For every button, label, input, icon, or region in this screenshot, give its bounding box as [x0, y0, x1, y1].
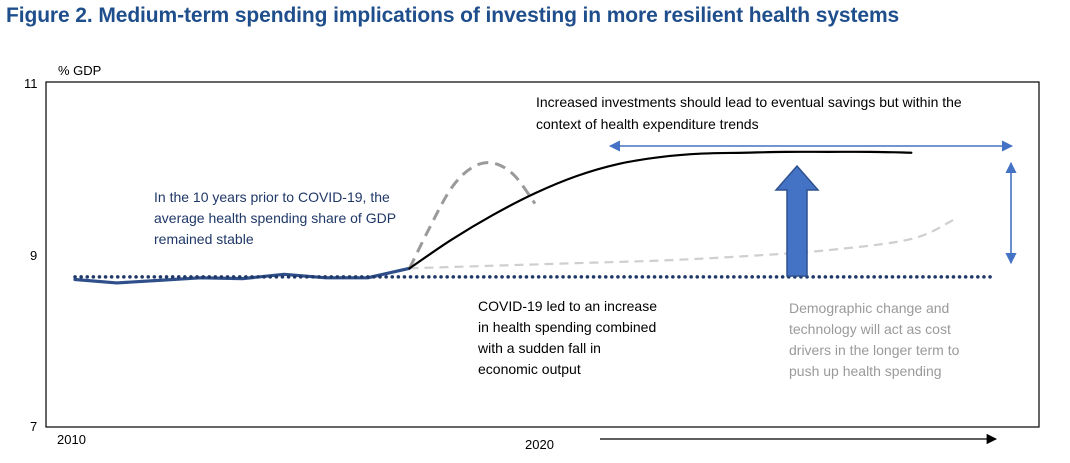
annotation-covid: COVID-19 led to an increase in health sp…: [477, 298, 661, 377]
x-tick-label: 2020: [525, 437, 554, 452]
plot-frame: [45, 81, 1040, 428]
y-axis-label: % GDP: [58, 63, 101, 78]
figure-title: Figure 2. Medium-term spending implicati…: [6, 4, 900, 27]
y-tick-label: 9: [30, 248, 37, 263]
series-line-historic: [73, 266, 412, 285]
annotation-stable: In the 10 years prior to COVID-19, the a…: [154, 189, 400, 247]
x-tick-label: 2010: [57, 432, 86, 447]
series-line-demographic: [409, 218, 954, 270]
series-line-covid-bump: [408, 161, 537, 269]
y-tick-label: 7: [30, 419, 37, 434]
annotation-investments: Increased investments should lead to eve…: [536, 94, 966, 132]
series-line-projection: [408, 150, 913, 270]
annotation-demographic: Demographic change and technology will a…: [789, 300, 963, 379]
investment-up-arrow: [774, 164, 820, 277]
y-tick-label: 11: [24, 76, 38, 91]
